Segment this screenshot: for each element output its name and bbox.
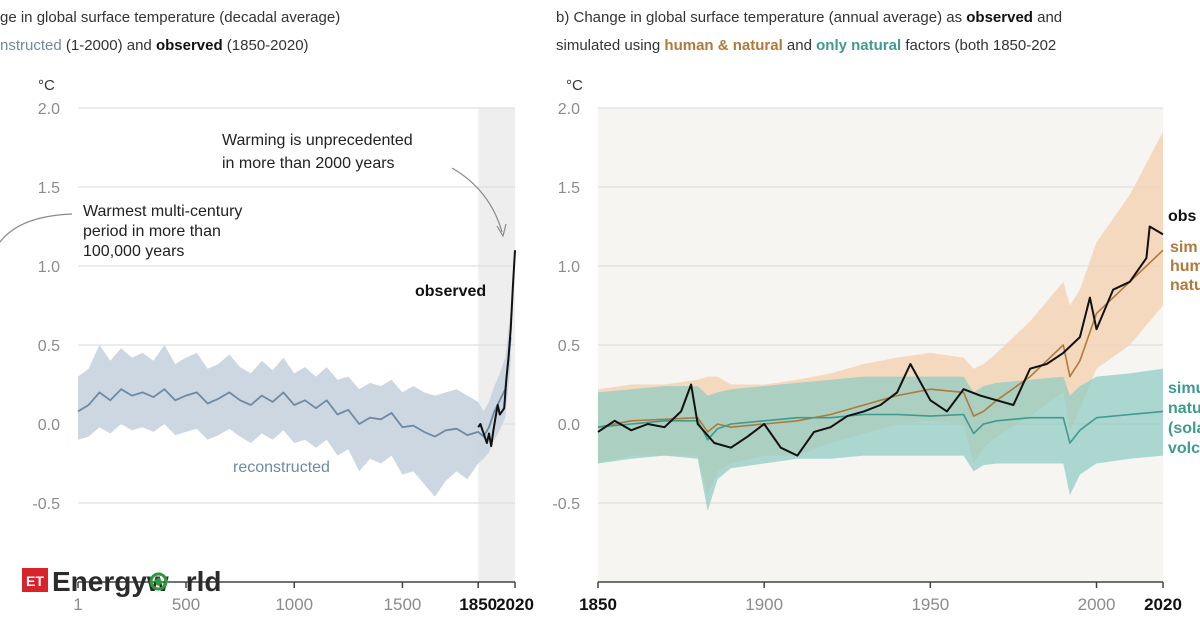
globe-icon-leaf [154,577,163,586]
line-simulated-human-natural [597,249,1164,433]
svg-text:100,000 years: 100,000 years [83,243,184,260]
svg-text:(sola: (sola [1168,420,1200,437]
et-badge [22,568,48,592]
svg-text:hum: hum [1170,258,1200,275]
energyworld-wordmark: Energyw rld [52,566,221,597]
x-tick-label: 1500 [384,595,422,614]
line-simulated-only-natural [597,410,1164,444]
x-tick-label: 2000 [1078,595,1116,614]
x-tick-label: 1000 [275,595,313,614]
unprecedented-arrow-head [496,223,507,238]
energyworld-watermark: ET Energyw rld [22,566,221,597]
warmest-arrow [0,213,73,243]
y-tick-label: 0.5 [558,338,580,355]
unprecedented-arrow [451,167,503,233]
panel-b-chart: 2.0 1.5 1.0 0.5 0.0 -0.5 1850 1900 1950 2000 2020 [552,101,1181,614]
panel-b-title-line2: simulated using human & natural and only… [556,37,1056,54]
y-tick-label: -0.5 [552,496,580,513]
svg-text:Warming is unprecedented: Warming is unprecedented [222,132,413,149]
et-badge-text: ET [26,573,44,589]
y-tick-label: 0.0 [38,417,60,434]
y-tick-label: 1.5 [558,180,580,197]
panel-b-label-sim-natural: simu natu (sola volc [1168,380,1200,457]
y-tick-label: 1.5 [38,180,60,197]
y-tick-label: 0.5 [38,338,60,355]
panel-b-title-line1: b) Change in global surface temperature … [556,9,1062,26]
svg-text:natu: natu [1170,277,1200,294]
svg-text:sim: sim [1170,239,1198,256]
panel-b-label-observed: obs [1168,208,1197,225]
x-tick-label: 1900 [745,595,783,614]
panel-a-title-line2: nstructed (1-2000) and observed (1850-20… [0,37,309,54]
x-tick-label: 1 [73,595,82,614]
y-tick-label: 2.0 [38,101,60,118]
band-simulated-only-natural [598,368,1163,511]
x-tick-label: 1850 [459,595,497,614]
line-observed [477,250,516,448]
panel-a-unit: °C [38,77,55,94]
y-tick-label: 0.0 [558,417,580,434]
panel-a-title-line1: ge in global surface temperature (decada… [0,9,340,26]
globe-icon [149,572,168,591]
panel-b-label-sim-human: sim hum natu [1170,239,1200,294]
svg-text:volc: volc [1168,440,1200,457]
x-tick-label: 2020 [1144,595,1182,614]
y-tick-label: -0.5 [32,496,60,513]
x-tick-label: 1950 [911,595,949,614]
panel-a-label-observed: observed [415,283,486,300]
y-tick-label: 2.0 [558,101,580,118]
svg-text:natu: natu [1168,400,1200,417]
panel-b-unit: °C [566,77,583,94]
panel-a-annotation-warmest: Warmest multi-century period in more tha… [83,203,242,260]
line-observed [597,225,1164,457]
x-tick-label: 2020 [496,595,534,614]
x-tick-label: 500 [172,595,200,614]
svg-text:in more than 2000 years: in more than 2000 years [222,155,395,172]
x-tick-label: 1850 [579,595,617,614]
svg-text:period in more than: period in more than [83,223,221,240]
svg-text:simu: simu [1168,380,1200,397]
panel-a-label-reconstructed: reconstructed [233,459,330,476]
y-tick-label: 1.0 [38,259,60,276]
line-reconstructed [77,337,512,438]
band-reconstructed [78,310,511,497]
y-tick-label: 1.0 [558,259,580,276]
panel-a-title-reconstructed: nstructed [0,37,62,54]
svg-text:Warmest multi-century: Warmest multi-century [83,203,242,220]
panel-a-annotation-unprecedented: Warming is unprecedented in more than 20… [222,132,413,172]
